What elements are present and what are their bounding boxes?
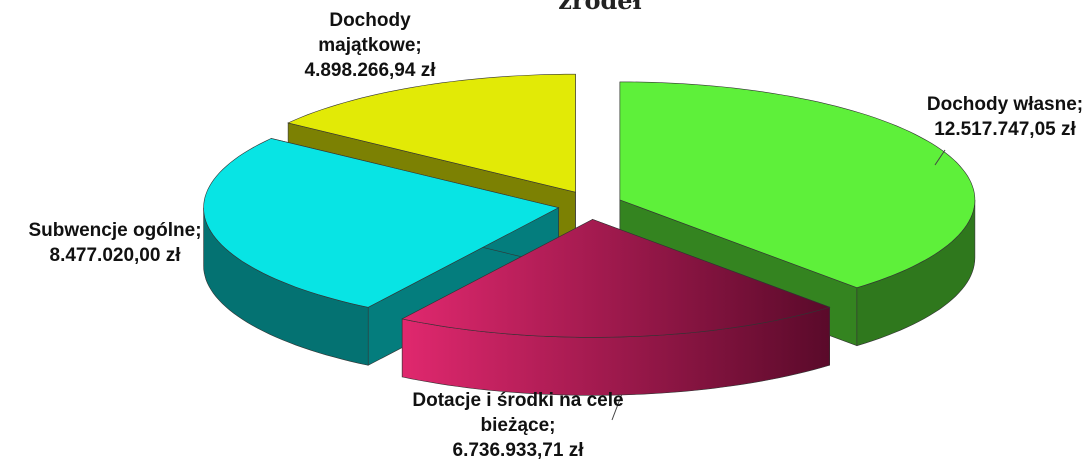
- value-label: 6.736.933,71 zł: [452, 440, 584, 461]
- leader-line: [934, 149, 946, 166]
- value-label: 12.517.747,05 zł: [934, 119, 1076, 140]
- data-label: Subwencje ogólne; 8.477.020,00 zł: [0, 218, 230, 268]
- data-label: Dotacje i środki na cele bieżące; 6.736.9…: [393, 388, 643, 463]
- data-label: Dochody majątkowe; 4.898.266,94 zł: [290, 8, 450, 83]
- data-label: Dochody własne; 12.517.747,05 zł: [885, 92, 1092, 142]
- category-label: Subwencje ogólne;: [28, 220, 202, 241]
- slice-top: [203, 138, 560, 308]
- category-label: Dochody majątkowe;: [318, 10, 422, 56]
- slice-top: [287, 73, 576, 193]
- chart-title: źródeł: [558, 0, 642, 15]
- slice: [401, 218, 831, 396]
- slice-top: [401, 219, 831, 338]
- slice-top: [619, 81, 976, 289]
- category-label: Dochody własne;: [926, 94, 1084, 115]
- category-label: Dotacje i środki na cele bieżące;: [412, 390, 624, 436]
- value-label: 4.898.266,94 zł: [304, 60, 436, 81]
- value-label: 8.477.020,00 zł: [49, 245, 181, 266]
